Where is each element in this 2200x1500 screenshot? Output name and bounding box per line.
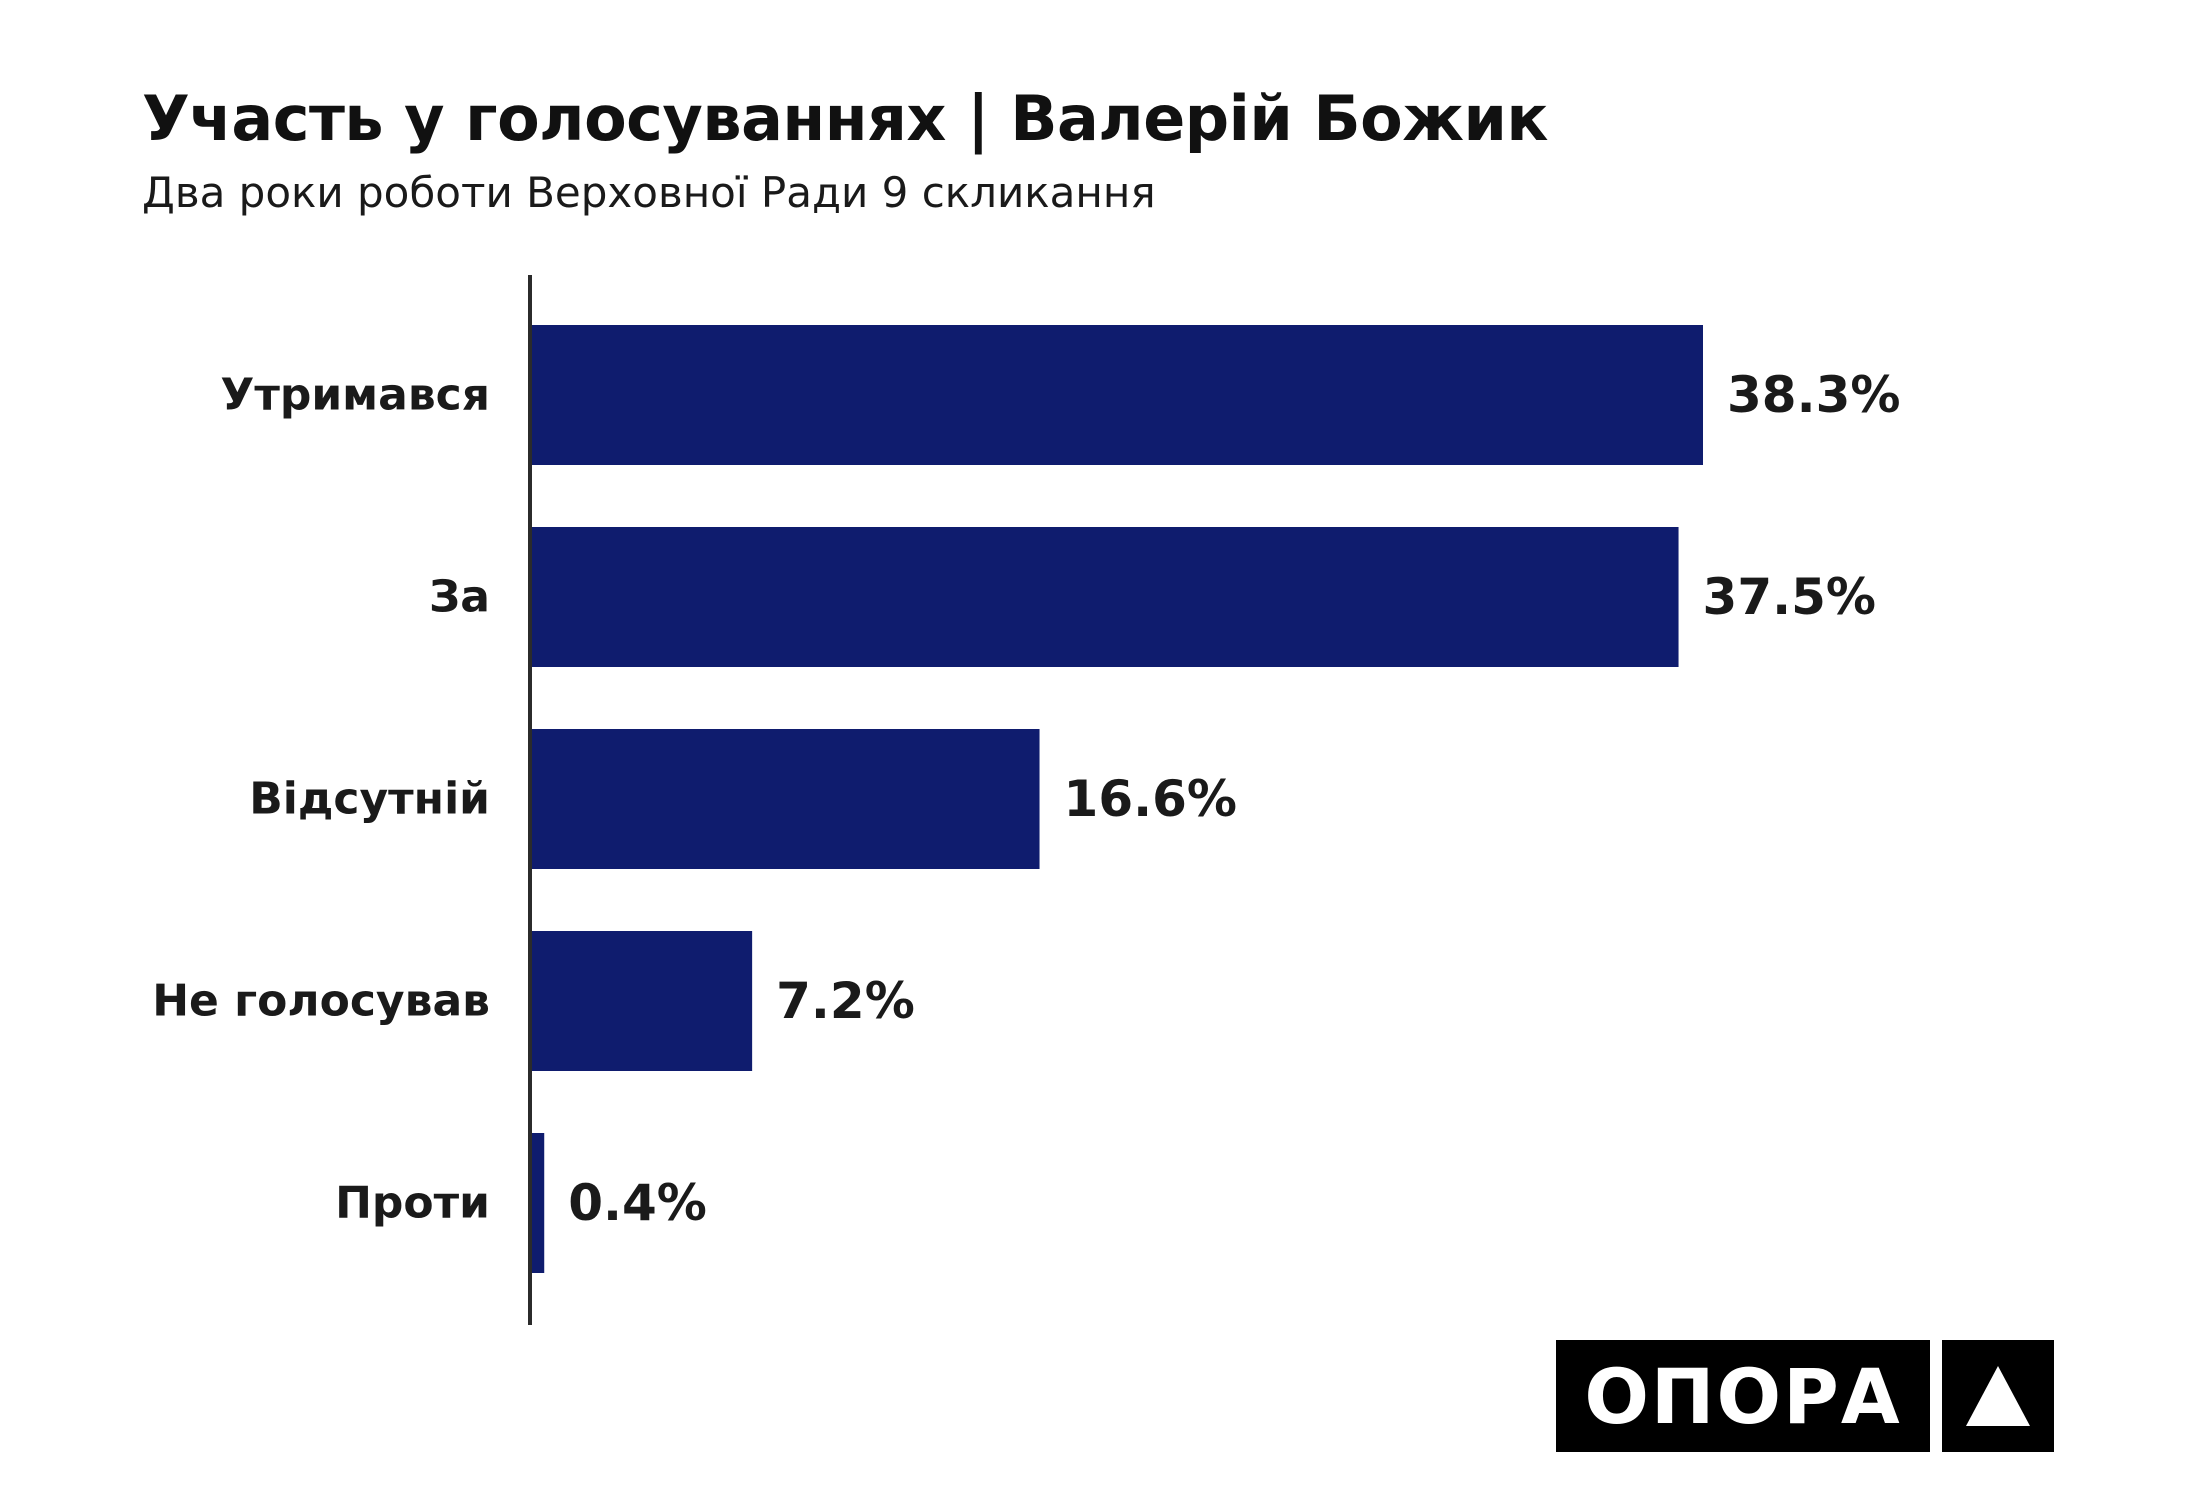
chart-subtitle: Два роки роботи Верховної Ради 9 скликан… [142,168,1156,217]
value-label: 38.3% [1727,366,1900,424]
value-label: 0.4% [568,1174,707,1232]
bar [532,527,1679,667]
bar [532,325,1703,465]
chart-title: Участь у голосуваннях | Валерій Божик [142,82,1549,155]
bar [532,931,753,1071]
category-label: Утримався [220,370,490,421]
value-label: 16.6% [1064,770,1237,828]
triangle-icon [1942,1340,2054,1452]
category-label: Не голосував [152,976,490,1027]
value-label: 7.2% [776,972,915,1030]
category-label: Відсутній [249,774,490,825]
category-label: Проти [335,1178,490,1229]
bar [532,729,1040,869]
bar [532,1133,545,1273]
value-label: 37.5% [1703,568,1876,626]
opora-logo: ОПОРА [1556,1340,2054,1452]
logo-text: ОПОРА [1556,1340,1930,1452]
category-label: За [429,572,490,623]
